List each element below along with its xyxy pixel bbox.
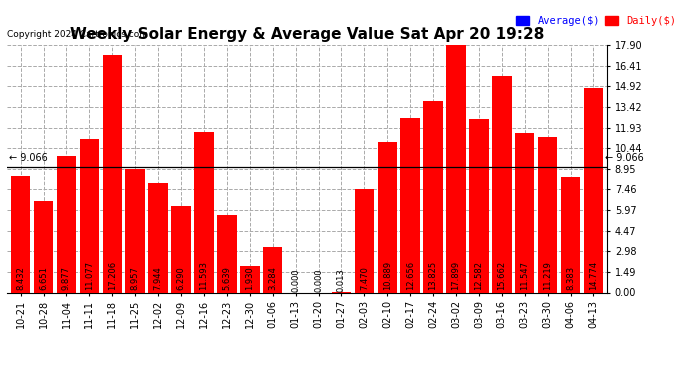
Title: Weekly Solar Energy & Average Value Sat Apr 20 19:28: Weekly Solar Energy & Average Value Sat …	[70, 27, 544, 42]
Text: 12.656: 12.656	[406, 261, 415, 290]
Bar	[57, 156, 76, 292]
Text: 7.944: 7.944	[154, 267, 163, 290]
Text: Copyright 2024 Cartronics.com: Copyright 2024 Cartronics.com	[7, 30, 148, 39]
Bar	[217, 214, 237, 292]
Text: 17.899: 17.899	[451, 261, 460, 290]
Text: 3.284: 3.284	[268, 267, 277, 290]
Text: 5.639: 5.639	[222, 267, 231, 290]
Text: 9.877: 9.877	[62, 266, 71, 290]
Text: 11.077: 11.077	[85, 261, 94, 290]
Bar	[263, 247, 282, 292]
Bar	[515, 133, 535, 292]
Bar	[11, 176, 30, 292]
Text: 13.825: 13.825	[428, 261, 437, 290]
Bar	[584, 88, 603, 292]
Bar	[492, 76, 511, 292]
Text: 15.662: 15.662	[497, 261, 506, 290]
Text: 1.930: 1.930	[245, 267, 255, 290]
Text: 11.219: 11.219	[543, 261, 552, 290]
Text: 7.470: 7.470	[359, 267, 369, 290]
Bar	[377, 142, 397, 292]
Text: 10.889: 10.889	[383, 261, 392, 290]
Bar	[240, 266, 259, 292]
Text: 0.000: 0.000	[314, 268, 323, 292]
Bar	[148, 183, 168, 292]
Text: ← 9.066: ← 9.066	[605, 153, 644, 163]
Text: 6.651: 6.651	[39, 267, 48, 290]
Bar	[561, 177, 580, 292]
Text: ← 9.066: ← 9.066	[9, 153, 48, 163]
Bar	[34, 201, 53, 292]
Bar	[446, 45, 466, 292]
Bar	[538, 137, 558, 292]
Bar	[194, 132, 214, 292]
Text: 6.290: 6.290	[177, 267, 186, 290]
Text: 17.206: 17.206	[108, 261, 117, 290]
Bar	[171, 206, 190, 292]
Text: 11.593: 11.593	[199, 261, 208, 290]
Bar	[400, 117, 420, 292]
Bar	[355, 189, 374, 292]
Bar	[469, 118, 489, 292]
Text: 8.957: 8.957	[130, 267, 139, 290]
Text: 11.547: 11.547	[520, 261, 529, 290]
Text: 0.000: 0.000	[291, 268, 300, 292]
Bar	[103, 55, 122, 292]
Legend: Average($), Daily($): Average($), Daily($)	[512, 12, 680, 30]
Text: 12.582: 12.582	[475, 261, 484, 290]
Text: 0.013: 0.013	[337, 268, 346, 292]
Text: 8.432: 8.432	[16, 267, 25, 290]
Text: 8.383: 8.383	[566, 266, 575, 290]
Bar	[126, 169, 145, 292]
Bar	[79, 140, 99, 292]
Bar	[424, 101, 443, 292]
Text: 14.774: 14.774	[589, 261, 598, 290]
